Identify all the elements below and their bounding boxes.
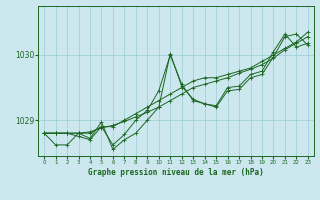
X-axis label: Graphe pression niveau de la mer (hPa): Graphe pression niveau de la mer (hPa) — [88, 168, 264, 177]
